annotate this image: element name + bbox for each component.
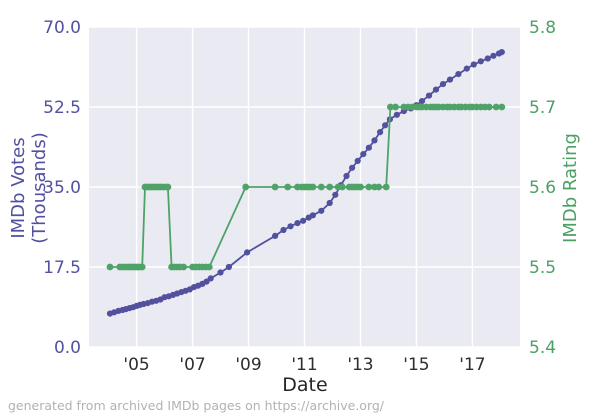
imdb-rating-point	[338, 183, 346, 191]
imdb-rating-point	[106, 263, 114, 271]
imdb-votes-thousands-point	[377, 129, 384, 136]
imdb-votes-thousands-point	[498, 49, 505, 56]
imdb-votes-thousands-point	[439, 81, 447, 88]
imdb-votes-thousands-point	[463, 65, 470, 72]
imdb-votes-thousands-point	[203, 278, 210, 285]
imdb-rating-point	[309, 183, 317, 191]
y-right-tick-label: 5.6	[529, 178, 556, 198]
imdb-votes-thousands-point	[332, 191, 339, 198]
y-right-tick-label: 5.7	[529, 98, 556, 118]
y-left-tick-label: 17.5	[43, 258, 81, 278]
imdb-votes-thousands-point	[371, 137, 378, 144]
x-tick-label: '11	[291, 355, 317, 375]
x-tick-label: '17	[459, 355, 485, 375]
imdb-rating-point	[365, 183, 373, 191]
x-axis-title: Date	[282, 374, 328, 396]
imdb-rating-point	[180, 263, 188, 271]
imdb-votes-thousands-point	[280, 226, 287, 234]
imdb-votes-thousands-point	[318, 207, 325, 214]
y-axis-right-title: IMDb Rating	[560, 133, 581, 243]
imdb-votes-thousands-point	[455, 71, 462, 78]
imdb-votes-thousands-point	[484, 55, 491, 62]
imdb-votes-thousands-point	[287, 223, 294, 230]
imdb-rating-point	[485, 103, 493, 111]
x-tick-label: '15	[403, 355, 429, 375]
source-credit-text: generated from archived IMDb pages on ht…	[8, 398, 385, 413]
imdb-votes-thousands-point	[360, 151, 367, 158]
imdb-votes-thousands-point	[432, 86, 440, 93]
imdb-votes-thousands-point	[354, 157, 361, 164]
imdb-votes-thousands-point	[365, 144, 372, 151]
x-tick-label: '09	[235, 355, 261, 375]
imdb-rating-point	[382, 183, 390, 191]
imdb-votes-thousands-point	[217, 269, 224, 276]
imdb-votes-thousands-point	[446, 76, 454, 83]
imdb-rating-point	[375, 183, 383, 191]
imdb-votes-thousands-point	[477, 58, 484, 65]
imdb-rating-point	[492, 103, 500, 111]
imdb-rating-point	[326, 183, 334, 191]
imdb-rating-point	[205, 263, 213, 271]
y-right-tick-label: 5.5	[529, 258, 556, 278]
imdb-rating-point	[138, 263, 146, 271]
imdb-votes-thousands-point	[418, 98, 426, 105]
imdb-votes-thousands-point	[326, 199, 333, 207]
imdb-rating-point	[392, 103, 399, 111]
x-tick-label: '13	[347, 355, 373, 375]
imdb-rating-point	[164, 183, 172, 191]
imdb-votes-thousands-point	[349, 164, 356, 171]
imdb-rating-point	[284, 183, 292, 191]
imdb-votes-thousands-point	[225, 263, 232, 271]
y-right-tick-label: 5.4	[529, 338, 556, 358]
imdb-votes-thousands-point	[244, 249, 251, 256]
y-right-tick-label: 5.8	[529, 18, 556, 38]
x-tick-label: '07	[179, 355, 205, 375]
y-left-tick-label: 35.0	[43, 178, 81, 198]
y-axis-left-title: IMDb Votes (Thousands)	[8, 132, 50, 244]
imdb-rating-point	[317, 183, 325, 191]
imdb-votes-thousands-point	[470, 61, 477, 68]
y-left-tick-label: 52.5	[43, 98, 81, 118]
imdb-rating-point	[242, 183, 250, 191]
imdb-votes-thousands-point	[207, 275, 214, 282]
imdb-votes-thousands-point	[382, 122, 389, 129]
imdb-votes-thousands-point	[343, 172, 350, 180]
imdb-votes-thousands-point	[272, 232, 279, 239]
imdb-votes-thousands-point	[393, 111, 400, 118]
imdb-rating-point	[498, 103, 506, 111]
imdb-rating-point	[357, 183, 364, 191]
imdb-votes-thousands-point	[294, 220, 301, 227]
imdb-votes-thousands-point	[490, 52, 497, 59]
imdb-votes-thousands-point	[300, 217, 307, 224]
imdb-rating-point	[387, 103, 394, 111]
imdb-votes-thousands-point	[425, 92, 433, 99]
imdb-votes-thousands-point	[309, 212, 316, 219]
y-left-tick-label: 70.0	[43, 18, 81, 38]
x-tick-label: '05	[123, 355, 149, 375]
y-left-tick-label: 0.0	[54, 338, 81, 358]
imdb-rating-point	[271, 183, 279, 191]
